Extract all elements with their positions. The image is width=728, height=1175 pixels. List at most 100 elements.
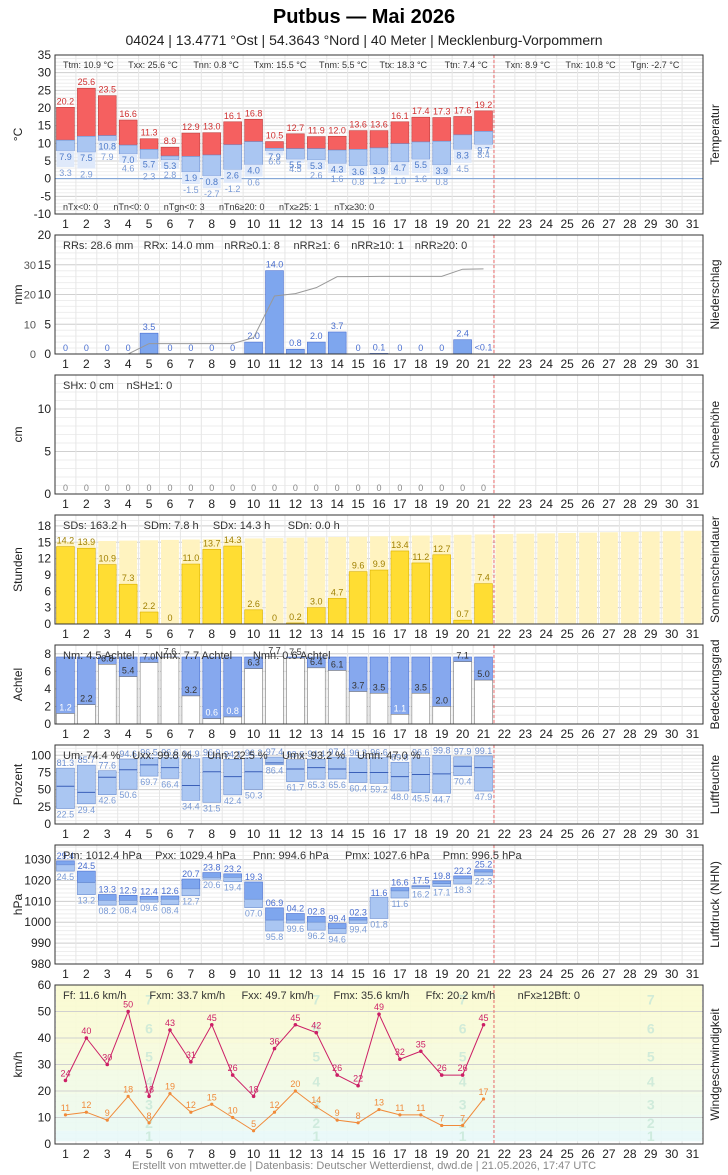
- humidity-min-label: 44.7: [433, 794, 451, 804]
- x-tick-label: 15: [351, 497, 365, 511]
- tmin-bar: [118, 144, 138, 155]
- x-tick-label: 24: [540, 217, 554, 231]
- x-tick-label: 17: [393, 627, 407, 641]
- y-tick-label: 18: [38, 519, 52, 533]
- tground-bar: [453, 149, 472, 163]
- x-tick-label: 6: [167, 627, 174, 641]
- y-tick-label: 5: [44, 445, 51, 459]
- tmax-bar: [160, 146, 180, 157]
- humidity-min-label: 50.3: [245, 790, 263, 800]
- humidity-range-bar: [327, 756, 347, 780]
- x-tick-label: 11: [268, 357, 281, 371]
- mean-wind-label: 15: [207, 1092, 217, 1102]
- possible-sunshine-bar: [265, 538, 284, 624]
- x-tick-label: 13: [310, 497, 324, 511]
- pressure-max-label: 11.6: [371, 888, 388, 898]
- tground-bar: [370, 164, 388, 175]
- tmax-bar: [348, 130, 368, 150]
- sunshine-label: 13.4: [391, 540, 409, 550]
- y-tick-label: 8: [44, 647, 51, 661]
- x-tick-label: 25: [560, 967, 574, 981]
- gust-label: 36: [269, 1037, 279, 1047]
- x-tick-label: 16: [372, 967, 386, 981]
- y-tick-label: 3: [44, 601, 51, 615]
- stat-summary: Pmx: 1027.6 hPa: [345, 850, 430, 862]
- x-tick-label: 15: [351, 967, 365, 981]
- mean-wind-point: [147, 1121, 151, 1125]
- x-tick-label: 6: [167, 727, 174, 741]
- pressure-lower-bar: [307, 921, 326, 931]
- tmin-label: 2.6: [226, 170, 239, 180]
- humidity-min-label: 31.5: [203, 803, 221, 813]
- cloud-label: 2.2: [80, 694, 93, 704]
- x-tick-label: 4: [125, 627, 132, 641]
- pressure-min-label: 94.6: [328, 935, 346, 945]
- x-tick-label: 20: [456, 827, 470, 841]
- x-tick-label: 19: [435, 497, 449, 511]
- x-tick-label: 18: [414, 967, 428, 981]
- y-tick-label: 990: [31, 936, 51, 950]
- x-tick-label: 17: [393, 827, 407, 841]
- x-tick-label: 17: [393, 497, 407, 511]
- pressure-min-label: 22.3: [475, 877, 493, 887]
- tground-label: -2.7: [204, 189, 220, 199]
- possible-sunshine-bar: [161, 539, 179, 624]
- x-tick-label: 30: [665, 1147, 679, 1161]
- tmax-label: 13.6: [349, 120, 367, 130]
- pressure-min-label: 08.4: [161, 906, 179, 916]
- precip-label: 2.4: [456, 329, 469, 339]
- y-tick-label: 0: [44, 347, 51, 361]
- x-tick-label: 16: [372, 497, 386, 511]
- x-tick-label: 20: [456, 627, 470, 641]
- x-tick-label: 24: [540, 967, 554, 981]
- beaufort-label: 6: [459, 1021, 467, 1037]
- x-tick-label: 21: [477, 497, 491, 511]
- x-tick-label: 10: [247, 827, 261, 841]
- x-tick-label: 5: [146, 357, 153, 371]
- cumulative-tick-label: 10: [24, 319, 36, 331]
- plot-border: [54, 644, 704, 725]
- pressure-upper-bar: [139, 896, 159, 900]
- x-tick-label: 13: [310, 357, 324, 371]
- x-tick-label: 16: [372, 827, 386, 841]
- humidity-min-label: 42.6: [98, 796, 116, 806]
- x-tick-label: 18: [414, 827, 428, 841]
- pressure-lower-bar: [327, 928, 347, 934]
- possible-sunshine-bar: [286, 537, 305, 624]
- y-tick-label: 20: [38, 228, 52, 242]
- x-tick-label: 6: [167, 827, 174, 841]
- humidity-max-label: 97.9: [454, 747, 472, 757]
- tmin-label: 5.5: [289, 160, 302, 170]
- gust-label: 22: [353, 1074, 363, 1084]
- precip-label: 0: [209, 343, 214, 353]
- cloud-label: 6.4: [310, 657, 323, 667]
- cloud-label: 0.8: [226, 706, 239, 716]
- x-tick-label: 18: [414, 1147, 428, 1161]
- tmax-bar: [286, 133, 305, 149]
- x-tick-label: 23: [519, 217, 533, 231]
- y-tick-label: 6: [44, 584, 51, 598]
- humidity-min-label: 29.4: [78, 805, 96, 815]
- beaufort-label: 5: [459, 1049, 467, 1065]
- x-tick-label: 9: [229, 217, 236, 231]
- y-tick-label: 0: [44, 617, 51, 631]
- x-tick-label: 19: [435, 727, 449, 741]
- tmax-bar: [474, 110, 493, 132]
- stat-summary: nRR≥1: 6: [293, 240, 339, 252]
- pressure-min-label: 09.6: [140, 903, 158, 913]
- x-tick-label: 15: [351, 627, 365, 641]
- x-tick-label: 10: [247, 1147, 261, 1161]
- clear-bar: [244, 668, 263, 725]
- mean-wind-label: 11: [395, 1103, 404, 1113]
- humidity-min-label: 65.3: [308, 780, 326, 790]
- sunshine-bar: [202, 549, 222, 625]
- sunshine-label: 9.9: [373, 559, 386, 569]
- tground-label: 2.6: [310, 170, 323, 180]
- tmax-label: 20.2: [57, 96, 75, 106]
- y-tick-label: 1010: [24, 894, 51, 908]
- x-tick-label: 26: [581, 1147, 595, 1161]
- humidity-range-bar: [348, 757, 368, 783]
- tground-bar: [140, 158, 159, 171]
- x-tick-label: 6: [167, 357, 174, 371]
- gust-point: [105, 1062, 110, 1067]
